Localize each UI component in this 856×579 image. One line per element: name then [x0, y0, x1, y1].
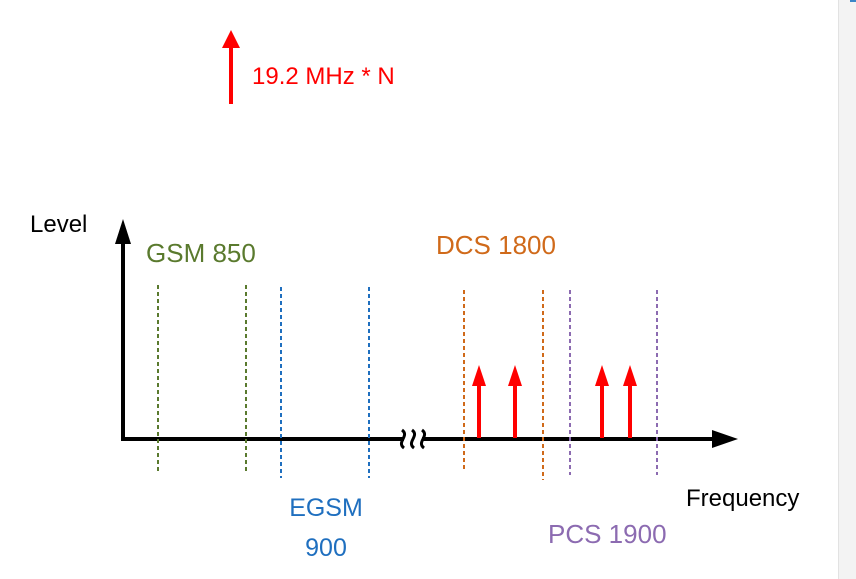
y-axis: Level: [30, 211, 131, 441]
harmonic-arrow: [595, 365, 609, 438]
y-axis-arrow-head: [115, 219, 131, 244]
band-pcs1900: PCS 1900: [548, 290, 667, 549]
legend: 19.2 MHz * N: [222, 30, 395, 104]
y-axis-label: Level: [30, 211, 87, 238]
gsm850-label: GSM 850: [146, 238, 256, 268]
legend-arrow-head: [222, 30, 240, 48]
x-axis-label: Frequency: [686, 485, 799, 512]
egsm900-label-line2: 900: [305, 534, 347, 562]
harmonic-arrow: [623, 365, 637, 438]
pcs1900-label: PCS 1900: [548, 519, 667, 549]
side-panel-edge: [838, 0, 856, 579]
harmonics: [472, 365, 637, 438]
x-axis-arrow-head: [712, 430, 738, 448]
egsm900-label-line1: EGSM: [289, 494, 363, 522]
band-dcs1800: DCS 1800: [436, 230, 556, 480]
dcs1800-label: DCS 1800: [436, 230, 556, 260]
side-panel-accent: [850, 0, 856, 2]
harmonic-arrow: [508, 365, 522, 438]
harmonic-arrow: [472, 365, 486, 438]
band-gsm850: GSM 850: [146, 238, 256, 472]
x-axis: Frequency: [121, 428, 799, 512]
legend-label: 19.2 MHz * N: [252, 63, 395, 90]
band-egsm900: EGSM 900: [280, 287, 370, 562]
break-icon: [399, 428, 427, 450]
